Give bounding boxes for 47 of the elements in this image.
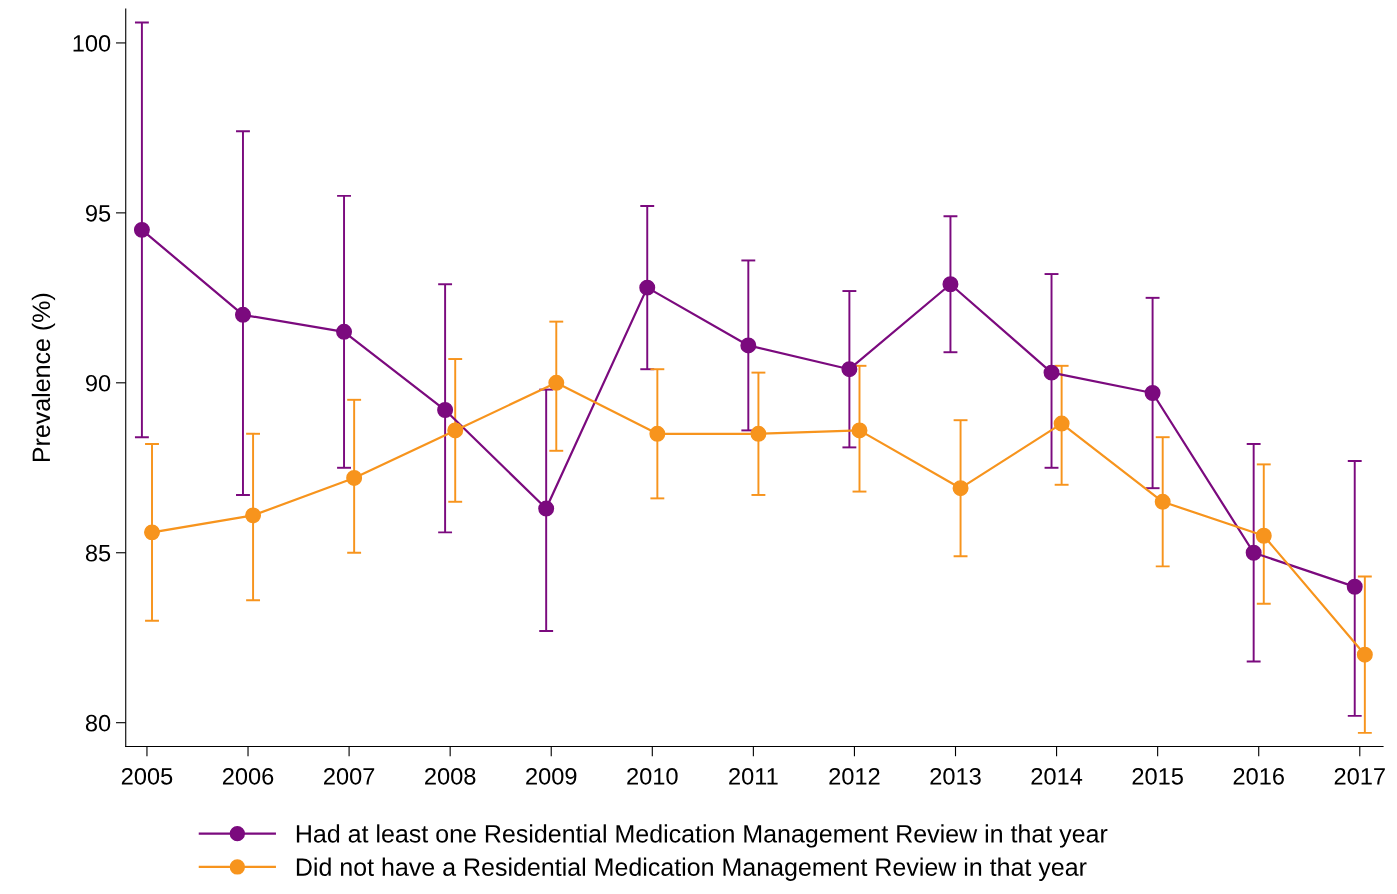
x-tick-label: 2012 [829,767,880,785]
point [649,425,666,442]
point [639,279,656,296]
point [1043,364,1060,381]
x-tick-label: 2014 [1031,767,1083,785]
x-tick-label: 2008 [425,767,476,785]
point [548,374,565,391]
point [1356,646,1373,663]
x-tick-label: 2015 [1132,767,1183,785]
point [133,221,150,238]
point [336,323,353,340]
x-tick-label: 2006 [222,767,274,785]
point [437,402,454,418]
point [942,276,959,293]
x-tick-label: 2017 [1334,767,1385,785]
point [1346,578,1363,595]
point [841,361,858,378]
point [144,524,160,541]
point [952,480,969,497]
point [346,470,363,486]
y-tick-label: 85 [85,544,111,562]
point [1144,385,1161,401]
legend-label: Had at least one Residential Medication Management Review in that year [296,824,1108,848]
x-tick-label: 2009 [526,767,577,785]
point [245,507,262,524]
point [851,422,868,439]
point [1255,527,1272,544]
point [234,306,251,323]
point [1053,415,1070,432]
x-tick-label: 2010 [627,767,678,785]
x-tick-label: 2013 [930,767,981,785]
y-tick-label: 90 [85,374,111,392]
y-tick-label: 100 [73,35,111,52]
point [750,425,767,442]
x-tick-label: 2016 [1233,767,1284,785]
x-tick-label: 2011 [729,767,778,785]
y-tick-label: 95 [85,204,111,222]
y-tick-label: 80 [85,714,111,732]
legend-label: Did not have a Residential Medication Management Review in that year [296,857,1087,881]
x-tick-label: 2007 [324,767,375,785]
point [740,337,757,354]
point [447,422,464,439]
x-tick-label: 2005 [121,767,173,785]
point [538,500,555,517]
point [1245,544,1262,561]
y-axis-title: Prevalence (%) [31,293,56,462]
point [1154,493,1171,510]
